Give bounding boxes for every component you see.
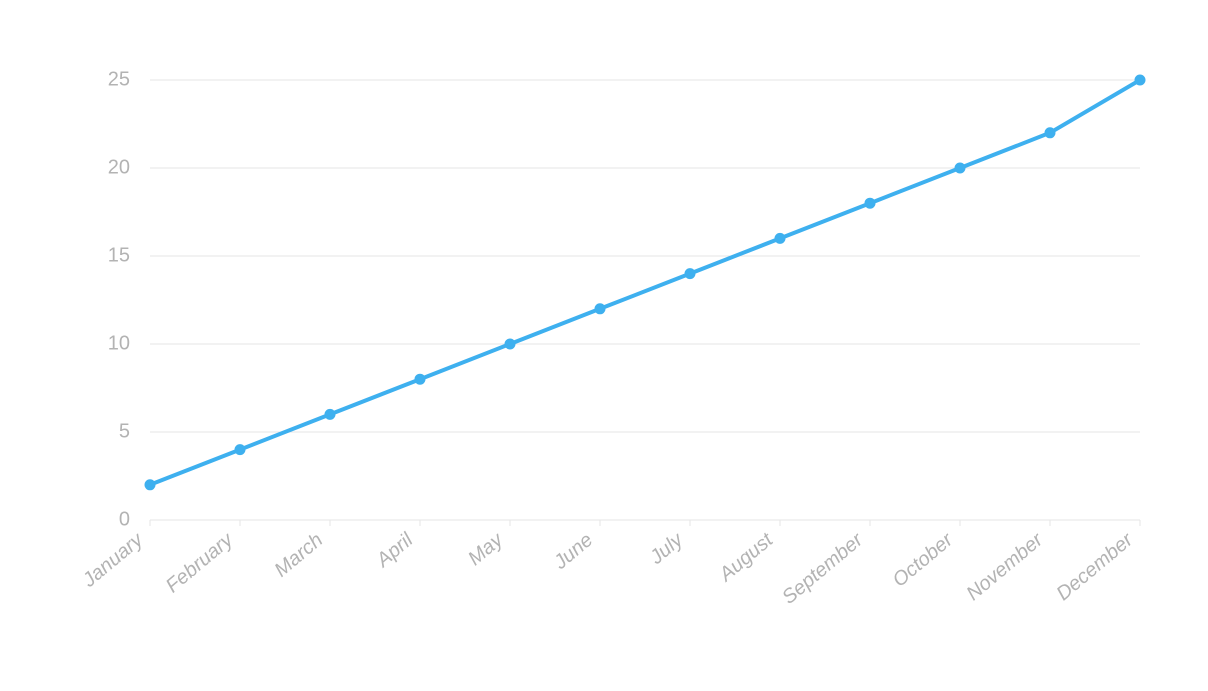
series-marker	[955, 163, 965, 173]
series-marker	[235, 445, 245, 455]
series-marker	[505, 339, 515, 349]
x-tick-label: July	[645, 528, 688, 569]
series-marker	[415, 374, 425, 384]
series-marker	[1045, 128, 1055, 138]
series-line	[150, 80, 1140, 485]
y-tick-label: 15	[108, 244, 130, 266]
x-tick-label: January	[78, 528, 148, 592]
x-tick-label: March	[270, 529, 327, 582]
chart-svg: 0 5 10 15 20 25 JanuaryFebruary March April May Ju…	[0, 0, 1208, 691]
series-marker	[865, 198, 875, 208]
x-tick-label: October	[889, 528, 959, 591]
y-tick-label: 5	[119, 420, 130, 442]
line-chart: 0 5 10 15 20 25 JanuaryFebruary March April May Ju…	[0, 0, 1208, 691]
y-tick-label: 20	[108, 156, 130, 178]
x-tick-label: June	[549, 529, 597, 574]
x-tick-label: May	[464, 528, 508, 570]
x-tick-label: November	[962, 528, 1048, 605]
series-marker	[775, 233, 785, 243]
y-tick-label: 25	[108, 68, 130, 90]
x-tick-label: December	[1052, 528, 1138, 605]
x-tick-label: February	[162, 528, 238, 597]
series-marker	[595, 304, 605, 314]
y-tick-label: 0	[119, 508, 130, 530]
series-marker	[685, 269, 695, 279]
x-tick-label: September	[778, 528, 868, 609]
series-marker	[325, 409, 335, 419]
x-tick-label: April	[372, 529, 418, 573]
series-marker	[145, 480, 155, 490]
series-marker	[1135, 75, 1145, 85]
y-tick-label: 10	[108, 332, 130, 354]
x-tick-label: August	[715, 528, 779, 586]
